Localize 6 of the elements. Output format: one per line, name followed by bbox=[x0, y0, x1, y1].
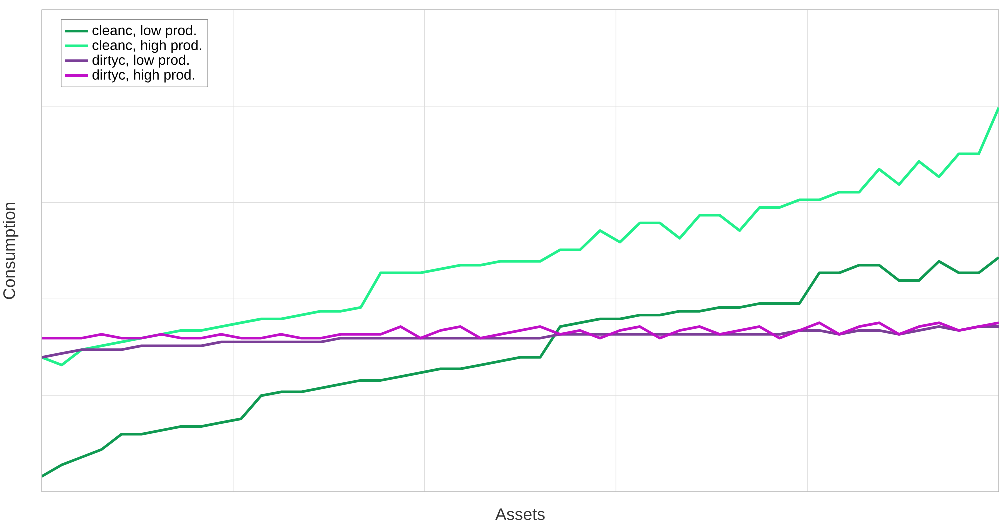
legend-label: dirtyc, low prod. bbox=[92, 54, 189, 68]
y-axis-title: Consumption bbox=[3, 203, 19, 300]
legend-label: dirtyc, high prod. bbox=[92, 70, 194, 83]
legend-label: cleanc, low prod. bbox=[92, 25, 196, 38]
legend-label: cleanc, high prod. bbox=[92, 40, 202, 54]
x-axis-title: Assets bbox=[496, 508, 545, 520]
